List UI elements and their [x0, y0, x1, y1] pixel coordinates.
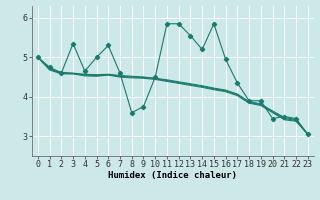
X-axis label: Humidex (Indice chaleur): Humidex (Indice chaleur)	[108, 171, 237, 180]
